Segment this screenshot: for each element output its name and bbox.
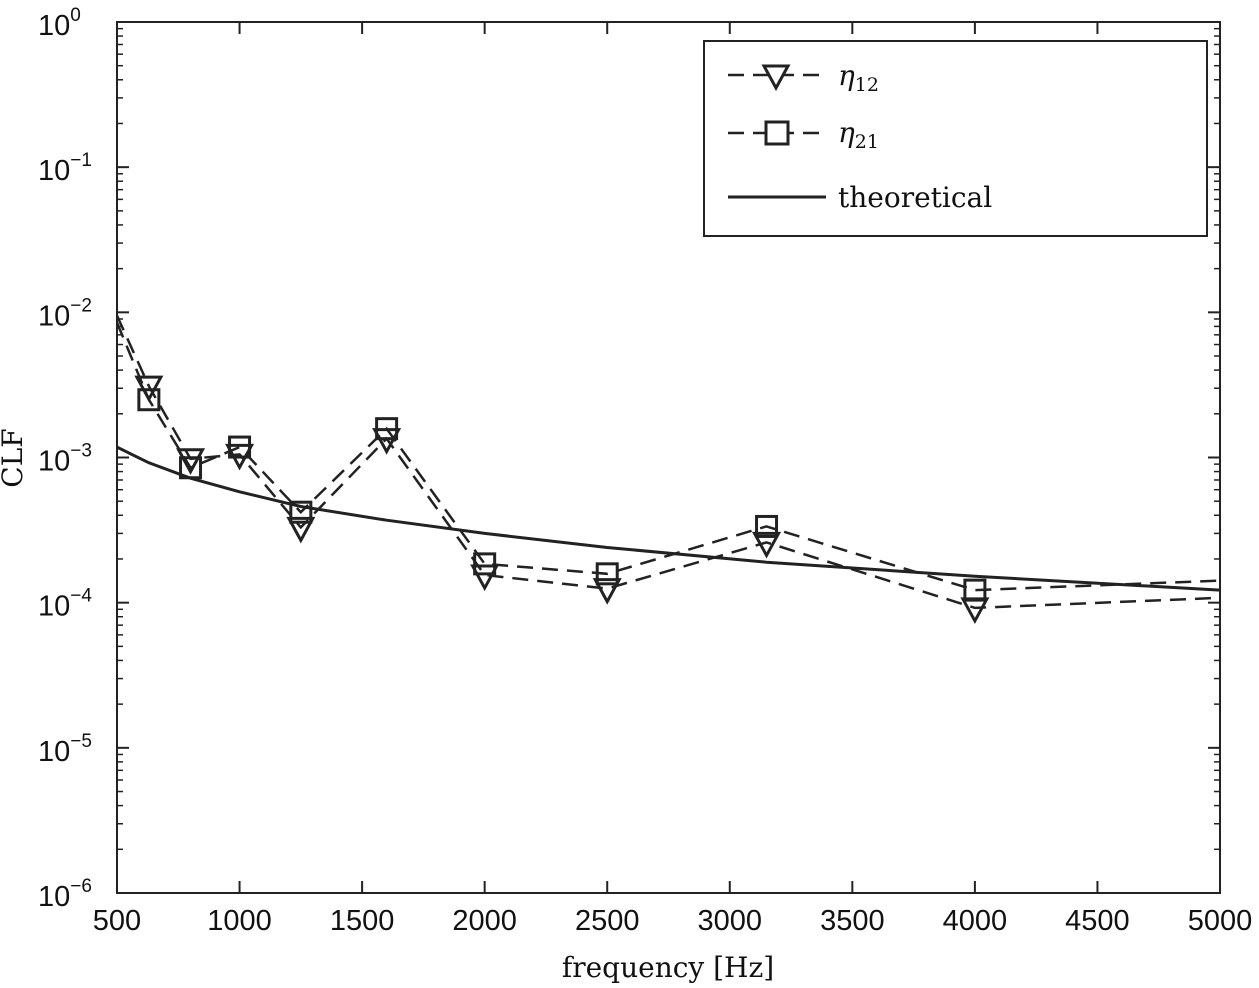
legend-symbol-eta21: η: [838, 116, 855, 149]
x-axis-ticks: 500 1000 1500 2000 2500 3000 3500 4000 4500 5000: [93, 22, 1252, 937]
y-tick-exponent: −3: [70, 441, 92, 462]
legend-label-eta12: η12: [838, 59, 879, 96]
series-line-eta21: [115, 322, 1221, 592]
x-tick-label: 5000: [1188, 905, 1253, 937]
y-tick-base: 10: [38, 881, 70, 913]
legend-label-theoretical: theoretical: [838, 181, 992, 214]
y-tick-base: 10: [38, 446, 70, 478]
data-point-eta21: [473, 552, 497, 576]
data-point-eta21: [137, 388, 161, 412]
y-tick-base: 10: [38, 736, 70, 768]
data-point-eta12: [134, 375, 164, 403]
data-point-eta21: [289, 500, 313, 524]
y-tick-base: 10: [38, 591, 70, 623]
data-point-eta21: [755, 514, 779, 538]
series-layer: [115, 315, 1221, 625]
y-tick-exponent: −2: [70, 295, 92, 316]
x-axis-title: frequency [Hz]: [562, 951, 774, 984]
legend-marker-eta12: [761, 64, 791, 92]
y-axis-title: CLF: [0, 428, 29, 487]
series-theoretical: [116, 445, 1221, 592]
data-point-eta12: [752, 531, 782, 559]
y-tick-exponent: 0: [70, 5, 81, 26]
y-tick-label: 10−1: [38, 150, 92, 187]
data-point-eta21: [228, 435, 252, 459]
y-tick-label: 10−3: [38, 441, 92, 478]
legend-marker-eta21: [764, 120, 790, 146]
y-tick-base: 10: [38, 10, 70, 42]
x-tick-label: 1000: [207, 905, 272, 937]
legend-symbol-eta12: η: [838, 59, 855, 92]
data-point-eta21: [963, 578, 987, 602]
y-tick-label: 10−5: [38, 731, 92, 768]
data-point-eta12: [286, 516, 316, 544]
x-tick-label: 3000: [698, 905, 763, 937]
legend-entry-eta21: η21: [728, 116, 879, 153]
y-tick-label: 10−4: [38, 586, 92, 623]
x-tick-label: 1500: [330, 905, 395, 937]
data-point-eta12: [470, 564, 500, 592]
legend-sub-eta12: 12: [855, 74, 879, 96]
data-point-eta12: [176, 448, 206, 475]
y-tick-exponent: −4: [70, 586, 92, 607]
legend-entry-theoretical: theoretical: [728, 181, 992, 214]
legend: η12 η21 theoretical: [703, 40, 1208, 237]
x-tick-label: 4000: [943, 905, 1008, 937]
data-point-eta12: [592, 578, 622, 605]
legend-sub-eta21: 21: [855, 131, 879, 153]
y-tick-exponent: −6: [70, 876, 92, 897]
y-tick-base: 10: [38, 300, 70, 332]
y-tick-label: 10−2: [38, 295, 92, 332]
series-line-theoretical: [116, 445, 1221, 592]
legend-label-eta21: η21: [838, 116, 879, 153]
x-tick-label: 2000: [452, 905, 517, 937]
y-tick-exponent: −5: [70, 731, 92, 752]
x-tick-label: 2500: [575, 905, 640, 937]
x-tick-label: 4500: [1065, 905, 1130, 937]
y-tick-label: 10−6: [38, 876, 92, 913]
y-tick-base: 10: [38, 155, 70, 187]
series-eta21: [115, 322, 1221, 602]
y-tick-label: 100: [38, 5, 81, 42]
legend-entry-eta12: η12: [728, 59, 879, 96]
data-point-eta21: [595, 562, 619, 586]
x-tick-label: 3500: [820, 905, 885, 937]
x-tick-label: 500: [93, 905, 141, 937]
data-point-eta21: [375, 417, 399, 441]
y-tick-exponent: −1: [70, 150, 92, 171]
